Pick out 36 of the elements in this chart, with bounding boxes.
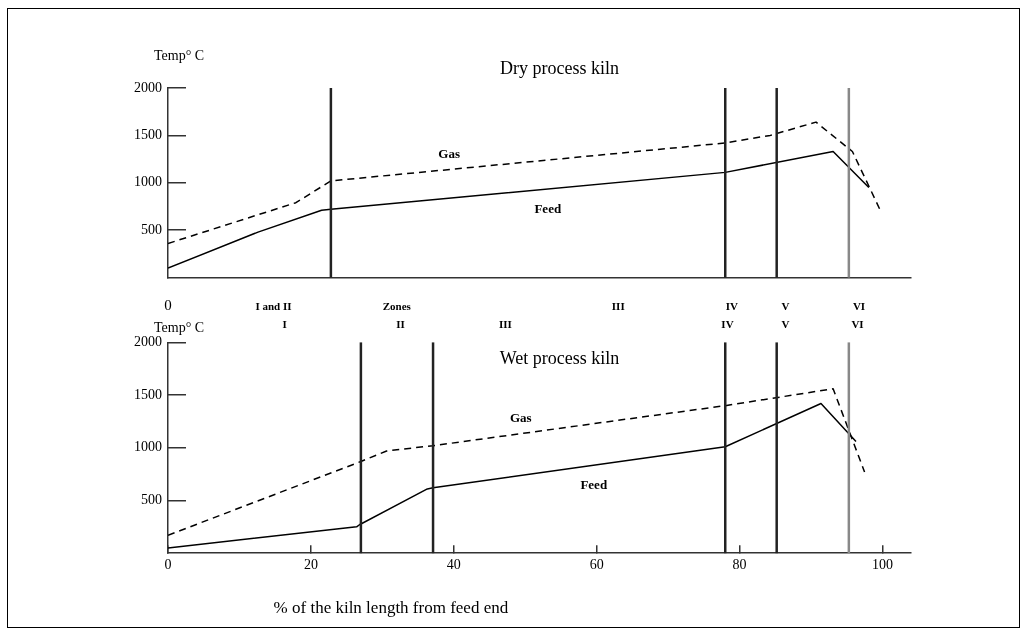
text: 0 <box>164 296 172 313</box>
y-tick-label: 1500 <box>134 127 162 143</box>
y-tick-label: 1000 <box>134 439 162 455</box>
text: V <box>781 318 790 331</box>
text: Zones <box>382 299 412 312</box>
x-tick-label: 60 <box>589 557 604 573</box>
y-tick-label: 2000 <box>134 79 162 95</box>
text: III <box>498 318 512 331</box>
chart-title: Wet process kiln <box>499 348 620 369</box>
chart-title: Dry process kiln <box>500 58 619 78</box>
y-tick-label: 500 <box>141 221 162 237</box>
series-label: Feed <box>580 477 608 493</box>
y-tick-label: 2000 <box>134 334 162 350</box>
text: IV <box>725 299 739 312</box>
y-tick-label: 1000 <box>134 174 162 190</box>
text: I and II <box>255 299 292 312</box>
y-axis-title: Temp° C <box>154 48 205 63</box>
x-tick-label: 0 <box>164 557 172 573</box>
x-tick-label: 40 <box>446 557 461 573</box>
series-label: Gas <box>509 409 532 425</box>
x-axis-title: % of the kiln length from feed end <box>273 598 509 618</box>
series-label: Gas <box>438 145 461 161</box>
text: II <box>396 318 405 331</box>
x-tick-label: 100 <box>871 557 893 573</box>
text: VI <box>852 299 866 312</box>
text: V <box>781 299 790 312</box>
x-tick-label: 20 <box>303 557 318 573</box>
y-axis-title: Temp° C <box>154 320 205 336</box>
series-label: Feed <box>534 201 562 217</box>
x-tick-label: 80 <box>732 557 747 573</box>
text: VI <box>851 318 864 331</box>
text: IV <box>721 318 734 331</box>
y-tick-label: 500 <box>141 492 162 508</box>
text: III <box>611 299 625 312</box>
text: I <box>282 318 287 331</box>
y-tick-label: 1500 <box>134 386 162 402</box>
